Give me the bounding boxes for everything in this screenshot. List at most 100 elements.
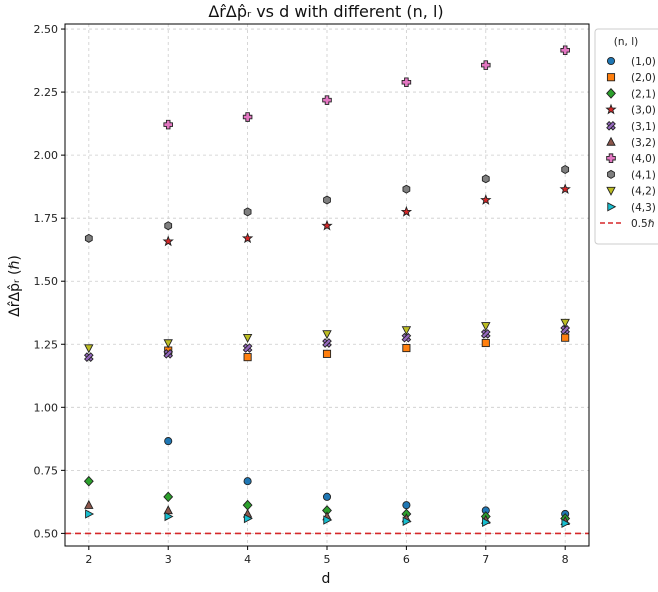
data-point-series-1 <box>322 492 332 501</box>
data-point-series-4 <box>480 194 492 205</box>
data-point-series-10 <box>323 515 333 525</box>
y-tick-label: 2.50 <box>34 23 59 36</box>
data-point-series-9 <box>242 334 253 343</box>
data-point-series-4 <box>400 205 413 217</box>
y-axis-title: Δr̂Δp̂ᵣ (ℏ) <box>7 255 23 317</box>
data-point-series-2 <box>481 338 490 348</box>
data-point-series-7 <box>242 112 253 122</box>
data-point-series-8 <box>402 184 411 194</box>
legend-label: 0.5ℏ <box>631 218 655 230</box>
data-point-series-1 <box>164 437 173 446</box>
data-point-series-2 <box>561 333 570 342</box>
legend-title: (n, l) <box>614 36 638 48</box>
data-point-series-8 <box>481 174 490 184</box>
legend-marker-series-10 <box>607 202 617 212</box>
data-point-series-1 <box>243 477 252 486</box>
legend-marker-series-7 <box>606 153 616 163</box>
data-point-series-7 <box>481 60 491 70</box>
data-point-series-3 <box>83 475 94 487</box>
x-tick-label: 6 <box>403 553 410 566</box>
y-tick-label: 1.25 <box>34 338 59 351</box>
legend-marker-series-8 <box>607 169 615 179</box>
legend-marker-series-5 <box>606 120 616 131</box>
data-point-series-9 <box>84 344 94 354</box>
data-point-series-2 <box>402 343 411 353</box>
data-point-series-9 <box>481 322 491 332</box>
data-point-series-5-arm <box>163 349 174 359</box>
data-point-series-5-arm <box>480 329 491 339</box>
data-point-series-10 <box>243 513 253 524</box>
data-point-series-7 <box>163 119 173 130</box>
legend-label: (3,1) <box>631 121 656 133</box>
data-point-series-9 <box>163 339 173 349</box>
data-point-series-6 <box>163 505 173 515</box>
data-point-series-10 <box>85 509 95 519</box>
chart-title: Δr̂Δp̂ᵣ vs d with different (n, l) <box>208 2 443 21</box>
data-point-series-2 <box>322 349 332 358</box>
legend-label: (4,2) <box>631 186 656 198</box>
data-point-series-4 <box>162 235 174 247</box>
data-point-series-5-arm <box>322 338 332 348</box>
legend-marker-series-5-arm <box>606 120 616 131</box>
data-point-series-5-arm <box>401 332 412 343</box>
data-point-series-7 <box>401 77 412 88</box>
y-tick-label: 1.75 <box>34 212 59 225</box>
legend-label: (3,0) <box>631 105 656 117</box>
y-tick-label: 1.00 <box>34 401 59 414</box>
data-point-series-5 <box>560 325 571 335</box>
data-point-series-8 <box>561 165 570 174</box>
data-point-series-2 <box>243 353 252 362</box>
x-tick-label: 4 <box>244 553 251 566</box>
data-point-series-10 <box>561 518 571 529</box>
data-point-series-4 <box>559 183 571 194</box>
data-point-series-10 <box>402 516 412 526</box>
data-point-series-6 <box>84 499 94 509</box>
data-point-series-3 <box>163 491 174 503</box>
legend-label: (3,2) <box>631 137 656 149</box>
data-point-series-8 <box>243 207 252 217</box>
x-tick-label: 8 <box>562 553 569 566</box>
legend-marker-series-6 <box>606 136 616 146</box>
y-tick-label: 0.50 <box>34 527 59 540</box>
data-point-series-4 <box>321 219 333 231</box>
data-point-series-5 <box>480 329 491 339</box>
data-point-series-5 <box>242 343 253 353</box>
data-point-series-8 <box>84 233 93 243</box>
data-point-series-9 <box>401 326 412 336</box>
legend-marker-series-9 <box>606 186 616 196</box>
legend-marker-series-2 <box>606 73 616 82</box>
data-point-series-8 <box>164 221 173 231</box>
data-point-series-8 <box>323 195 331 205</box>
data-point-series-7 <box>560 45 570 55</box>
legend: (n, l) (1,0) (2,0) (2,1) (3,0) (3,1) (3,2) (4,… <box>594 28 658 245</box>
plot-area: 2 3 4 5 6 7 8 0.50 0.75 1.00 1.25 1.50 1.75 2.00 2.25 2… <box>34 23 590 566</box>
y-tick-label: 2.25 <box>34 86 59 99</box>
data-point-series-5 <box>322 338 332 348</box>
legend-label: (4,1) <box>631 169 656 181</box>
data-point-series-4 <box>241 232 254 244</box>
y-tick-label: 2.00 <box>34 149 59 162</box>
data-point-series-5 <box>163 349 174 359</box>
data-point-series-9 <box>322 330 332 340</box>
x-axis-title: d <box>322 571 331 587</box>
data-point-series-5 <box>83 352 94 362</box>
x-tick-label: 5 <box>324 553 331 566</box>
legend-label: (4,3) <box>631 202 656 214</box>
legend-marker-series-3 <box>606 88 616 99</box>
legend-label: (1,0) <box>631 56 656 68</box>
legend-marker-series-4 <box>605 103 617 115</box>
legend-label: (4,0) <box>631 153 656 165</box>
data-point-series-5-arm <box>83 352 94 362</box>
x-tick-label: 7 <box>482 553 489 566</box>
data-point-series-1 <box>402 501 411 510</box>
data-point-series-5 <box>401 332 412 343</box>
legend-marker-series-1 <box>606 56 616 66</box>
y-tick-label: 1.50 <box>34 275 59 288</box>
data-point-series-5-arm <box>242 343 253 353</box>
data-point-series-9 <box>560 318 570 328</box>
data-point-series-5-arm <box>560 325 571 335</box>
legend-label: (2,0) <box>631 72 656 84</box>
x-tick-label: 3 <box>165 553 172 566</box>
